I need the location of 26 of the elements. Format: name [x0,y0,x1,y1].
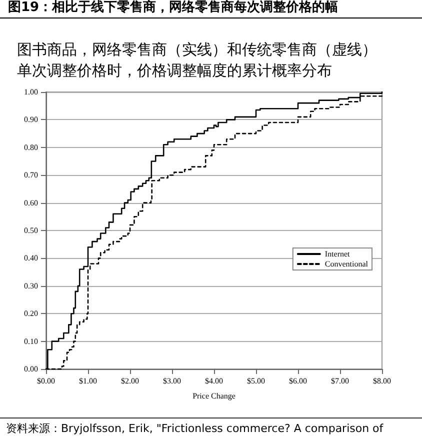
x-axis-title: Price Change [192,392,236,400]
y-tick-label: 0.50 [24,226,38,235]
x-tick-label: $7.00 [331,376,349,386]
y-tick-label: 0.70 [24,170,38,180]
y-tick-label: 0.80 [24,142,38,152]
x-tick-label: $1.00 [79,376,97,386]
x-tick-label: $2.00 [121,376,139,386]
y-tick-label: 0.20 [24,309,38,318]
y-tick-label: 0.10 [24,336,38,346]
y-tick-label: 0.40 [24,254,38,263]
text: 资料来源：Bryjolfsson, Erik, "Frictionless commerce? A comparison of [6,422,384,435]
x-tick-label: $6.00 [289,376,307,386]
y-tick-label: 0.60 [24,198,38,208]
legend-label: Conventional [324,260,369,268]
y-tick-label: 0.00 [24,364,38,374]
y-tick-label: 0.30 [24,281,38,290]
x-tick-label: $8.00 [373,376,391,386]
x-tick-label: $5.00 [247,376,265,386]
legend-label: Internet [324,250,351,258]
x-tick-label: $4.00 [205,376,223,386]
chart-title: 图书商品，网络零售商（实线）和传统零售商（虚线）单次调整价格时，价格调整幅度的累计概率分布 [17,40,377,80]
y-tick-label: 1.00 [24,88,38,96]
caption: 图19：相比于线下零售商，网络零售商每次调整价格的幅 [8,0,338,15]
y-tick-label: 0.90 [24,115,38,124]
x-tick-label: $0.00 [37,376,55,386]
x-tick-label: $3.00 [163,376,181,386]
